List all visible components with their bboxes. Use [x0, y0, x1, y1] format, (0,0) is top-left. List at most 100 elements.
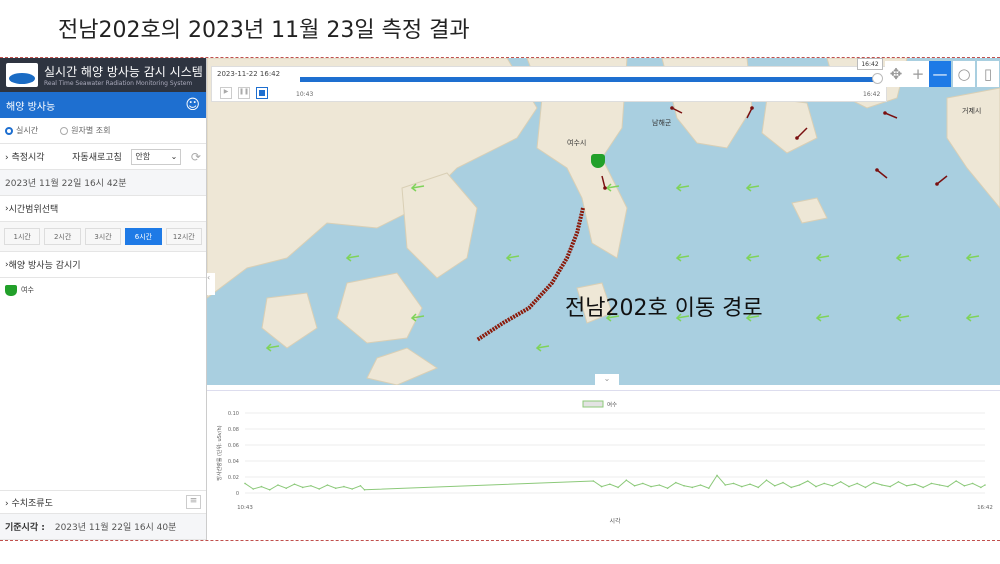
list-icon[interactable]: ≡ [186, 495, 201, 509]
range-1h-button[interactable]: 1시간 [4, 228, 41, 245]
green-arrow-icon [675, 313, 682, 322]
data-point [905, 485, 908, 487]
zoom-out-button[interactable]: — [929, 61, 951, 87]
data-point [600, 485, 603, 488]
pan-icon[interactable]: ✥ [885, 61, 907, 87]
range-2h-button[interactable]: 2시간 [44, 228, 81, 245]
panel-toggle-left[interactable]: ‹ [207, 273, 215, 295]
slider-start: 10:43 [296, 91, 314, 98]
red-arrow-icon [795, 136, 799, 140]
stop-button[interactable] [256, 87, 268, 99]
y-tick-label: 0.06 [228, 443, 239, 449]
app-title: 실시간 해양 방사능 감시 시스템 [44, 65, 203, 79]
refresh-icon[interactable]: ⟳ [190, 149, 201, 164]
map-view[interactable]: 여수시 남해군 거제시 전남202호 이동 경로 2023-11-22 16:4… [207, 58, 1000, 385]
green-arrow-icon [505, 253, 512, 262]
data-point [351, 488, 353, 490]
data-point [914, 483, 916, 485]
green-arrow-icon [745, 313, 752, 322]
red-arrow-icon [935, 182, 939, 186]
slider-tooltip: 16:42 [857, 58, 883, 70]
data-point [724, 484, 727, 486]
green-arrow-icon [410, 313, 417, 322]
green-arrow-icon [815, 313, 822, 322]
green-arrow-icon [675, 183, 682, 192]
green-arrow-icon [816, 315, 830, 319]
slider-end: 16:42 [863, 91, 881, 98]
data-point [260, 485, 263, 488]
green-arrow-icon [965, 313, 972, 322]
green-arrow-icon [345, 253, 352, 262]
data-point [699, 484, 702, 486]
data-point [963, 485, 966, 487]
range-12h-button[interactable]: 12시간 [165, 228, 203, 245]
data-point [922, 486, 924, 489]
pause-button[interactable]: ❚❚ [238, 87, 250, 99]
green-arrow-icon [746, 255, 760, 259]
slider-handle[interactable] [872, 73, 883, 84]
ship-marker-icon[interactable] [591, 154, 605, 168]
data-point [798, 484, 801, 486]
range-3h-button[interactable]: 3시간 [84, 228, 122, 245]
tidal-label: › 수치조류도 [5, 498, 53, 509]
red-arrow-icon [883, 111, 887, 115]
green-arrow-icon [746, 185, 760, 189]
data-point [757, 486, 760, 489]
data-point [930, 482, 933, 485]
green-arrow-icon [676, 315, 690, 319]
data-point [334, 487, 337, 489]
data-point [252, 488, 255, 490]
green-arrow-icon [265, 343, 272, 352]
ref-time: 2023년 11월 22일 16시 40분 [54, 523, 177, 533]
monitor-item[interactable]: 여수 [0, 278, 206, 302]
chart-toggle-button[interactable]: ⌄ [595, 374, 619, 385]
green-arrow-icon [411, 185, 425, 189]
data-point [848, 485, 850, 488]
route-label: 전남202호 이동 경로 [565, 296, 763, 321]
place-label: 여수시 [567, 139, 587, 147]
data-point [617, 486, 619, 489]
auto-refresh-select[interactable]: 안함 ⌄ [131, 148, 182, 165]
user-settings-icon[interactable]: ☺ [185, 97, 200, 113]
radio-period-label: 원자별 조회 [71, 126, 111, 135]
monitor-label: › 해양 방사능 감시기 [0, 252, 206, 278]
x-axis-label: 시각 [609, 518, 621, 525]
data-point [244, 482, 246, 485]
clipboard-icon[interactable]: ▯ [977, 61, 999, 87]
range-label: › 시간범위선택 [0, 196, 206, 222]
data-point [823, 482, 826, 485]
zoom-in-button[interactable]: + [907, 61, 929, 87]
green-arrow-icon [896, 255, 910, 259]
y-tick-label: 0 [236, 491, 239, 497]
data-point [683, 485, 685, 487]
data-point [839, 481, 842, 483]
red-arrow-icon [670, 106, 674, 110]
y-tick-label: 0.10 [228, 411, 239, 417]
green-arrow-icon [676, 255, 690, 259]
red-arrow-icon [601, 175, 606, 189]
data-point [359, 485, 362, 487]
radio-period[interactable]: 원자별 조회 [60, 125, 110, 136]
y-tick-label: 0.08 [228, 427, 239, 433]
data-point [773, 485, 776, 487]
divider [0, 540, 1000, 541]
sidebar: 실시간 해양 방사능 감시 시스템 Real Time Seawater Rad… [0, 58, 207, 540]
y-axis-label: 방사선량률 (단위: uSv/h) [216, 425, 223, 480]
data-point [980, 486, 982, 489]
time-slider[interactable] [300, 77, 878, 82]
current-arrows [265, 106, 980, 352]
data-point [326, 484, 329, 486]
data-point [806, 480, 809, 482]
land [207, 58, 1000, 385]
rotate-icon[interactable]: ○ [953, 61, 975, 87]
data-point [277, 484, 279, 486]
section-title: 해양 방사능 [6, 101, 56, 113]
range-6h-button[interactable]: 6시간 [125, 228, 162, 245]
play-button[interactable]: ▶ [220, 87, 232, 99]
radio-realtime[interactable]: 실시간 [5, 125, 38, 136]
data-point [749, 483, 751, 485]
green-arrow-icon [411, 315, 425, 319]
data-point [864, 486, 867, 489]
green-arrow-icon [266, 345, 280, 349]
green-arrow-icon [675, 253, 682, 262]
